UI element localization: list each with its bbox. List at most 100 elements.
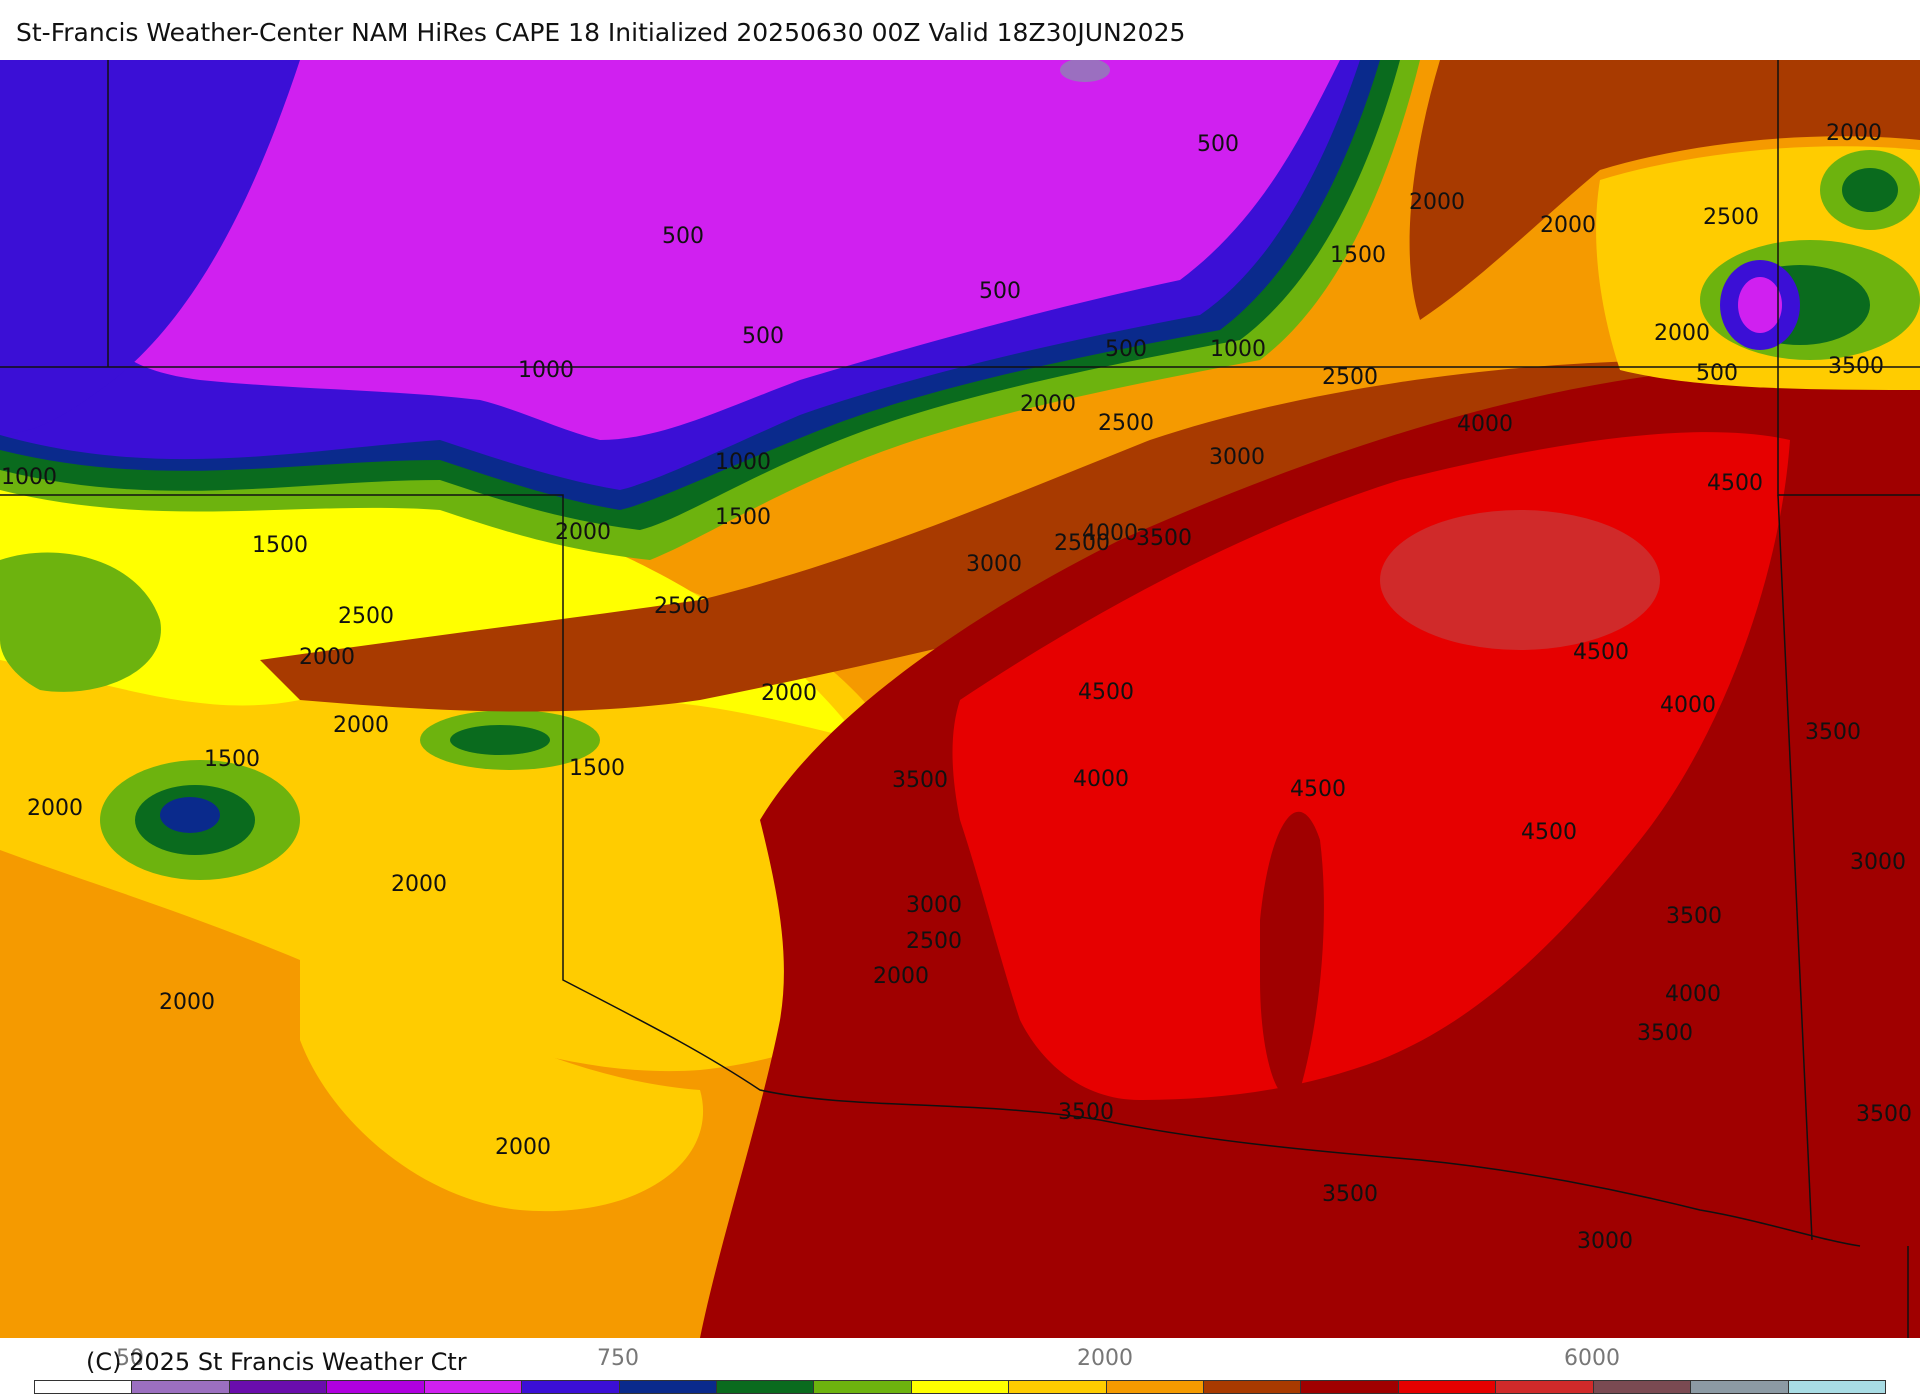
contour-label: 3000: [1850, 850, 1906, 875]
contour-labels: 500 500 500 500 500 500 1000 1000 1000 1000 1500 15…: [1, 121, 1912, 1254]
contour-label: 500: [742, 324, 784, 349]
contour-label: 3500: [1666, 904, 1722, 929]
contour-label: 4000: [1665, 982, 1721, 1007]
cape-map: 500 500 500 500 500 500 1000 1000 1000 1000 1500 15…: [0, 60, 1920, 1338]
contour-label: 2000: [27, 796, 83, 821]
legend-swatch: [35, 1381, 133, 1393]
field-gold-south: [300, 940, 704, 1212]
legend-swatch: [522, 1381, 620, 1393]
boundary-line: [1777, 494, 1813, 1241]
contour-label: 2000: [333, 713, 389, 738]
contour-label: 4000: [1073, 767, 1129, 792]
legend-swatch: [619, 1381, 717, 1393]
legend-swatch: [132, 1381, 230, 1393]
boundary-line: [0, 494, 1861, 1247]
field-lavender-blob: [1060, 60, 1110, 82]
contour-label: 4500: [1078, 680, 1134, 705]
contour-label: 2000: [555, 520, 611, 545]
legend-tick-label: 750: [597, 1346, 639, 1371]
contour-label: 2500: [1054, 531, 1110, 556]
field-green-patch-1-core: [160, 797, 220, 833]
contour-label: 3000: [1209, 445, 1265, 470]
contour-label: 500: [662, 224, 704, 249]
contour-label: 2000: [1540, 213, 1596, 238]
legend-swatch: [327, 1381, 425, 1393]
contour-label: 2000: [391, 872, 447, 897]
contour-label: 1500: [1330, 243, 1386, 268]
contour-label: 2000: [495, 1135, 551, 1160]
contour-label: 3500: [1136, 526, 1192, 551]
contour-label: 2500: [1322, 365, 1378, 390]
contour-label: 2000: [1826, 121, 1882, 146]
contour-label: 2000: [1409, 190, 1465, 215]
field-magenta-north: [100, 60, 1340, 440]
legend-swatch: [814, 1381, 912, 1393]
legend-swatch: [1691, 1381, 1789, 1393]
contour-label: 4000: [1457, 412, 1513, 437]
contour-label: 4000: [1082, 521, 1138, 546]
legend-swatch: [229, 1381, 328, 1393]
legend-swatch: [1009, 1381, 1107, 1393]
cape-map-svg: 500 500 500 500 500 500 1000 1000 1000 1000 1500 15…: [0, 60, 1920, 1338]
contour-label: 4500: [1290, 777, 1346, 802]
field-ne-magenta: [1738, 277, 1782, 333]
map-title: St-Francis Weather-Center NAM HiRes CAPE…: [16, 18, 1186, 47]
contour-label: 3000: [906, 893, 962, 918]
contour-label: 2000: [1654, 321, 1710, 346]
contour-label: 4000: [1660, 693, 1716, 718]
contour-label: 2500: [338, 604, 394, 629]
legend-swatch: [1496, 1381, 1594, 1393]
contour-label: 3500: [1637, 1021, 1693, 1046]
contour-label: 3500: [1322, 1182, 1378, 1207]
legend-tick-label: 6000: [1564, 1346, 1620, 1371]
contour-label: 1000: [715, 450, 771, 475]
contour-label: 500: [1696, 361, 1738, 386]
contour-label: 1500: [252, 533, 308, 558]
field-ne-darkgreen-2: [1842, 168, 1898, 212]
legend-swatch: [1204, 1381, 1302, 1393]
field-green-west: [0, 552, 161, 692]
contour-label: 3500: [892, 768, 948, 793]
contour-label: 500: [1105, 337, 1147, 362]
contour-label: 1500: [204, 747, 260, 772]
footer: 50 750 2000 6000 (C) 2025 St Francis Weathe…: [0, 1338, 1920, 1400]
contour-label: 3500: [1805, 720, 1861, 745]
contour-label: 2500: [1098, 411, 1154, 436]
title-bar: St-Francis Weather-Center NAM HiRes CAPE…: [0, 0, 1920, 62]
contour-label: 1500: [569, 756, 625, 781]
field-crimson-core: [1380, 510, 1660, 650]
contour-label: 1500: [715, 505, 771, 530]
contour-label: 3000: [966, 552, 1022, 577]
legend-swatch: [1398, 1381, 1497, 1393]
contour-label: 3500: [1856, 1102, 1912, 1127]
contour-label: 2000: [1020, 392, 1076, 417]
legend-swatch: [424, 1381, 523, 1393]
contour-label: 4500: [1707, 471, 1763, 496]
legend-swatch: [911, 1381, 1010, 1393]
field-ne-brown: [1409, 60, 1920, 320]
contour-label: 2000: [873, 964, 929, 989]
contour-label: 1000: [1, 465, 57, 490]
legend-swatch: [1106, 1381, 1205, 1393]
field-darkred-tongue: [1260, 811, 1324, 1098]
legend-swatch: [716, 1381, 815, 1393]
copyright-text: (C) 2025 St Francis Weather Ctr: [86, 1348, 467, 1376]
legend-swatch: [1301, 1381, 1399, 1393]
field-purple-streak: [0, 60, 300, 433]
contour-label: 2500: [654, 594, 710, 619]
legend-swatch: [1593, 1381, 1692, 1393]
legend-tick-label: 50: [116, 1346, 144, 1371]
contour-label: 500: [1197, 132, 1239, 157]
contour-label: 1000: [518, 358, 574, 383]
color-legend: [34, 1380, 1886, 1394]
contour-label: 2000: [299, 645, 355, 670]
contour-label: 500: [979, 279, 1021, 304]
contour-label: 2500: [1703, 205, 1759, 230]
contour-label: 2000: [159, 990, 215, 1015]
contour-label: 4500: [1521, 820, 1577, 845]
contour-label: 2500: [906, 929, 962, 954]
contour-label: 1000: [1210, 337, 1266, 362]
field-green-patch-2-inner: [450, 725, 550, 755]
contour-label: 3500: [1058, 1100, 1114, 1125]
contour-label: 4500: [1573, 640, 1629, 665]
